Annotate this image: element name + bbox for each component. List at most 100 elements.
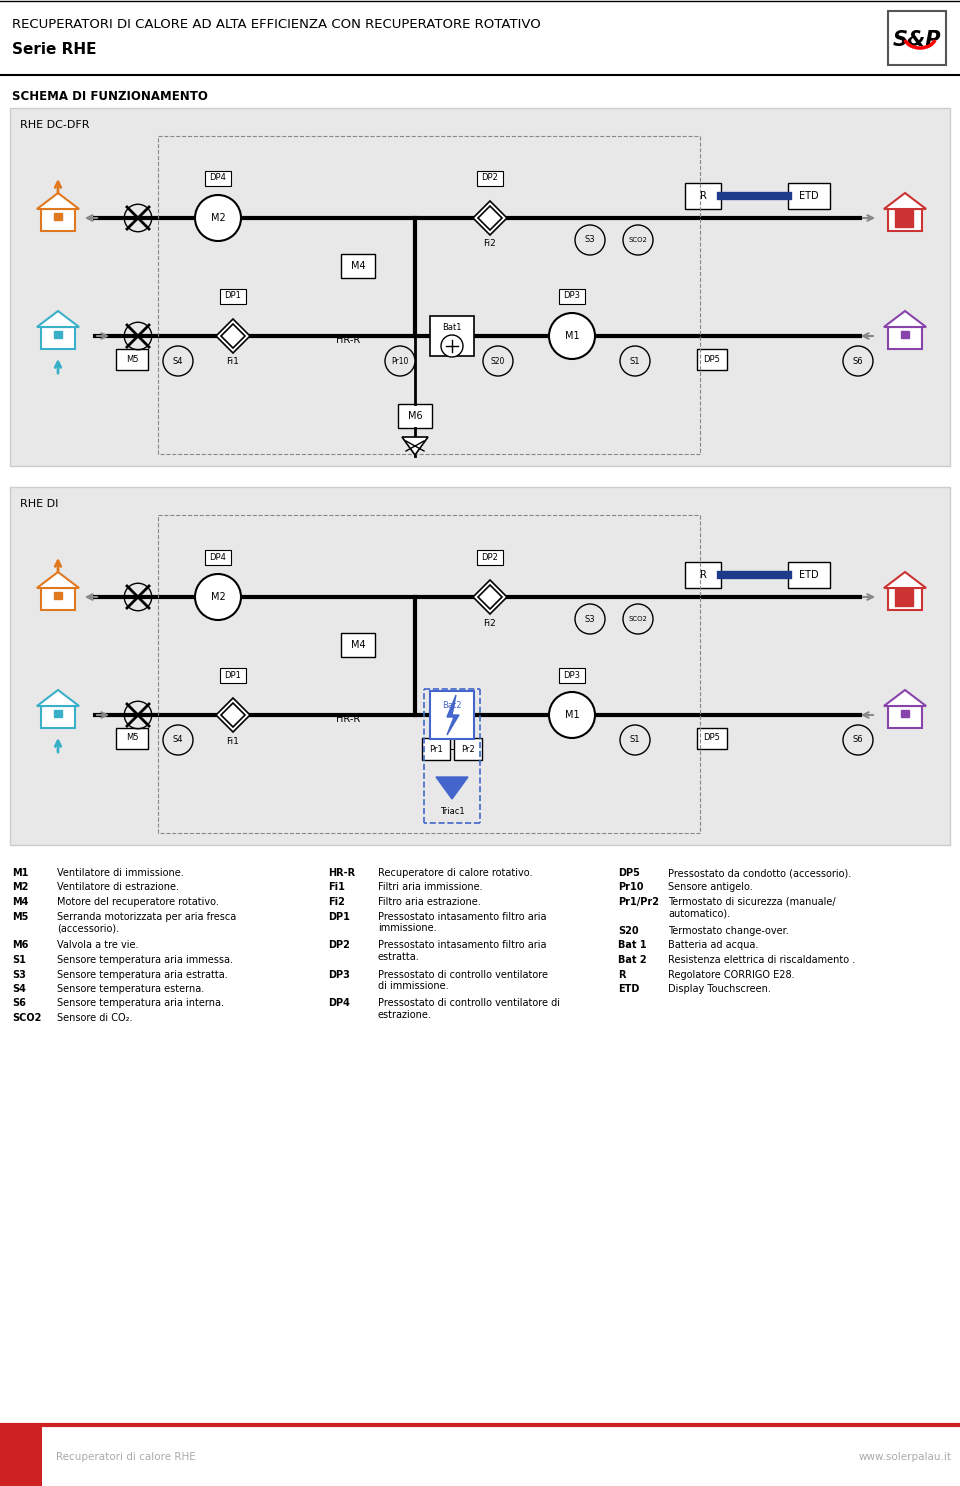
Text: M6: M6 (408, 412, 422, 421)
Bar (220, 667, 246, 682)
Text: DP1: DP1 (225, 291, 241, 300)
Bar (697, 728, 727, 749)
Text: S6: S6 (852, 357, 863, 366)
Bar (54, 331, 62, 339)
Text: M1: M1 (564, 710, 579, 721)
Text: DP1: DP1 (225, 670, 241, 679)
Text: DP5: DP5 (704, 355, 720, 364)
Bar (0, 1427, 42, 1486)
Polygon shape (884, 690, 926, 706)
Circle shape (843, 725, 873, 755)
Bar (788, 183, 830, 210)
Text: DP3: DP3 (564, 670, 581, 679)
Text: ETD: ETD (799, 192, 819, 201)
Text: Fi2: Fi2 (328, 898, 345, 906)
Text: S3: S3 (585, 615, 595, 624)
Text: Sensore antigelo.: Sensore antigelo. (668, 883, 753, 893)
Polygon shape (478, 585, 502, 609)
Text: S1: S1 (630, 736, 640, 744)
Text: Recuperatore di calore rotativo.: Recuperatore di calore rotativo. (378, 868, 533, 878)
Text: Pressostato di controllo ventilatore
di immissione.: Pressostato di controllo ventilatore di … (378, 969, 548, 991)
Text: SCO2: SCO2 (629, 236, 647, 244)
Text: Valvola a tre vie.: Valvola a tre vie. (57, 941, 138, 951)
Bar (788, 562, 830, 588)
Bar (895, 210, 913, 227)
Text: Pressostato da condotto (accessorio).: Pressostato da condotto (accessorio). (668, 868, 852, 878)
Bar (888, 588, 922, 609)
Text: DP1: DP1 (328, 911, 349, 921)
Circle shape (620, 725, 650, 755)
Bar (895, 588, 913, 606)
Text: Fi2: Fi2 (484, 239, 496, 248)
Bar (422, 739, 450, 759)
Text: S6: S6 (12, 999, 26, 1009)
Text: Serie RHE: Serie RHE (12, 43, 97, 58)
Text: M5: M5 (126, 734, 138, 743)
Text: Filtri aria immissione.: Filtri aria immissione. (378, 883, 483, 893)
Bar (205, 171, 231, 186)
Bar (205, 550, 231, 565)
Text: Ventilatore di immissione.: Ventilatore di immissione. (57, 868, 183, 878)
Text: R: R (618, 969, 626, 979)
Text: Pressostato intasamento filtro aria
estratta.: Pressostato intasamento filtro aria estr… (378, 941, 546, 961)
Polygon shape (221, 324, 245, 348)
Bar (41, 706, 75, 728)
Polygon shape (36, 690, 79, 706)
Bar (900, 212, 909, 220)
Text: Resistenza elettrica di riscaldamento .: Resistenza elettrica di riscaldamento . (668, 955, 855, 964)
Circle shape (549, 692, 595, 739)
Polygon shape (473, 201, 507, 235)
Text: S6: S6 (852, 736, 863, 744)
Circle shape (163, 725, 193, 755)
Polygon shape (473, 580, 507, 614)
Bar (220, 288, 246, 303)
Bar (697, 349, 727, 370)
Bar (900, 591, 909, 599)
Text: DP5: DP5 (618, 868, 640, 878)
Bar (900, 331, 909, 339)
Text: RHE DC-DFR: RHE DC-DFR (20, 120, 89, 129)
Text: Serranda motorizzata per aria fresca
(accessorio).: Serranda motorizzata per aria fresca (ac… (57, 911, 236, 933)
Text: Sensore temperatura aria estratta.: Sensore temperatura aria estratta. (57, 969, 228, 979)
Text: Pr10: Pr10 (392, 357, 409, 366)
Polygon shape (402, 437, 428, 455)
Text: DP2: DP2 (328, 941, 349, 951)
Text: Fi2: Fi2 (484, 618, 496, 627)
Polygon shape (216, 698, 250, 733)
Text: DP3: DP3 (564, 291, 581, 300)
Text: DP5: DP5 (704, 734, 720, 743)
Polygon shape (884, 193, 926, 210)
Text: Bat 2: Bat 2 (618, 955, 647, 964)
Polygon shape (36, 193, 79, 210)
Text: R: R (700, 192, 707, 201)
Circle shape (549, 314, 595, 360)
Text: Pressostato intasamento filtro aria
immissione.: Pressostato intasamento filtro aria immi… (378, 911, 546, 933)
Circle shape (843, 346, 873, 376)
Polygon shape (36, 572, 79, 588)
Circle shape (620, 346, 650, 376)
Bar (41, 588, 75, 609)
Bar (685, 562, 721, 588)
Bar (430, 691, 474, 739)
Text: Triac1: Triac1 (440, 807, 465, 816)
Text: DP4: DP4 (328, 999, 349, 1009)
Text: Display Touchscreen.: Display Touchscreen. (668, 984, 771, 994)
Text: M1: M1 (564, 331, 579, 340)
Text: S4: S4 (173, 357, 183, 366)
Text: DP4: DP4 (209, 553, 227, 562)
Text: Fi1: Fi1 (328, 883, 345, 893)
Polygon shape (436, 777, 468, 799)
Circle shape (441, 334, 463, 357)
Text: Sensore temperatura aria immessa.: Sensore temperatura aria immessa. (57, 955, 233, 964)
Text: HR-R: HR-R (336, 334, 360, 345)
Text: Pr10: Pr10 (618, 883, 643, 893)
Polygon shape (447, 695, 459, 736)
Circle shape (623, 224, 653, 256)
Bar (10, 487, 950, 846)
Text: S4: S4 (173, 736, 183, 744)
Text: Filtro aria estrazione.: Filtro aria estrazione. (378, 898, 481, 906)
Text: Termostato change-over.: Termostato change-over. (668, 926, 789, 936)
Text: S3: S3 (12, 969, 26, 979)
Text: M4: M4 (12, 898, 29, 906)
Text: M2: M2 (12, 883, 29, 893)
